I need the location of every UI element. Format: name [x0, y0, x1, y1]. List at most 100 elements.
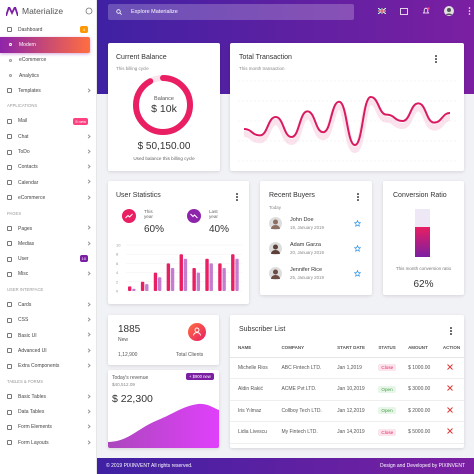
sidebar-item-misc[interactable]: Misc	[0, 267, 96, 282]
sidebar-item-contacts[interactable]: Contacts	[0, 160, 96, 175]
balance-ring-progress	[133, 75, 193, 135]
card-menu-icon[interactable]	[236, 193, 238, 201]
footer-copyright: © 2019 PIXINVENT All rights reserved.	[106, 463, 193, 469]
sidebar-item-form-layouts[interactable]: Form Layouts	[0, 435, 96, 450]
status-cell: Open	[370, 378, 401, 401]
brand-name: Materialize	[22, 6, 64, 16]
sidebar-item-advanced-ui[interactable]: Advanced UI	[0, 343, 96, 358]
sidebar-item-dashboard[interactable]: Dashboard 4	[0, 22, 96, 37]
buyer-row[interactable]: John Doe 19, January 2019	[269, 215, 365, 235]
sidebar-item-mail[interactable]: Mail 5 new	[0, 114, 96, 129]
clients-count: 1885	[118, 324, 141, 335]
sidebar-item-label: Advanced UI	[18, 347, 47, 354]
sidebar-section-label: User Interface	[7, 287, 44, 293]
this-year-label: This year	[144, 209, 153, 219]
subscriber-table: NAME COMPANY START DATE STATUS AMOUNT ACTION …	[230, 339, 464, 444]
sidebar-item-cards[interactable]: Cards	[0, 297, 96, 312]
sidebar-item-label: Contacts	[18, 164, 38, 171]
card-menu-icon[interactable]	[450, 327, 452, 335]
balance-amount: $ 50,150.00	[137, 141, 191, 152]
buyer-date: 19, January 2019	[290, 225, 324, 230]
sidebar-item-ecommerce[interactable]: eCommerce	[0, 190, 96, 205]
sidebar-item-css[interactable]: CSS	[0, 313, 96, 328]
card-title: Recent Buyers	[269, 192, 315, 199]
sidebar: Materialize Dashboard 4 Modern eCommerce Ana…	[0, 0, 97, 474]
sidebar-item-analytics[interactable]: Analytics	[0, 68, 96, 83]
trending-up-icon	[122, 209, 136, 223]
sidebar-item-label: Form Layouts	[18, 439, 49, 446]
sidebar-item-label: Misc	[18, 271, 29, 278]
y-tick-label: 4	[116, 270, 119, 275]
sidebar-item-todo[interactable]: ToDo	[0, 144, 96, 159]
buyer-row[interactable]: Jennifer Rice 25, January 2019	[269, 265, 365, 285]
materialize-logo-icon	[6, 6, 18, 16]
chevron-right-icon	[86, 133, 91, 139]
revenue-card: + $900 new Today's revenue $40,512.09 $ …	[108, 370, 219, 448]
close-icon[interactable]	[447, 363, 453, 370]
chevron-right-icon	[86, 394, 91, 399]
close-icon[interactable]	[447, 385, 453, 392]
close-icon[interactable]	[447, 428, 453, 435]
bullet-icon	[9, 58, 12, 62]
sidebar-item-extra-components[interactable]: Extra Components	[0, 359, 96, 374]
bar	[231, 254, 235, 291]
bar	[222, 268, 226, 291]
status-cell: Close	[370, 421, 401, 444]
star-icon[interactable]	[354, 245, 361, 252]
sidebar-item-label: Basic UI	[18, 332, 37, 339]
buyer-date: 20, January 2019	[290, 250, 324, 255]
chevron-right-icon	[86, 271, 91, 276]
sidebar-item-form-elements[interactable]: Form Elements	[0, 420, 96, 435]
buyer-name: Adam Garza	[290, 242, 321, 248]
table-icon	[7, 394, 12, 400]
more-vertical-icon[interactable]	[468, 7, 471, 15]
form-layout-icon	[7, 440, 12, 446]
sidebar-item-label: Extra Components	[18, 363, 60, 370]
avatar[interactable]	[444, 6, 454, 16]
sidebar-item-medias[interactable]: Medias	[0, 236, 96, 251]
sidebar-item-data-tables[interactable]: Data Tables	[0, 404, 96, 419]
today-label: Today	[269, 205, 282, 210]
buyer-date: 25, January 2019	[290, 275, 324, 280]
user-icon	[7, 256, 12, 262]
subscriber-name: Michelle Rios	[230, 357, 274, 379]
search-input[interactable]: Explore Materialize	[131, 9, 178, 15]
table-row: Iris Yılmaz Collboy Tech LTD. Jan 12,2019 O…	[230, 400, 464, 422]
sidebar-item-user[interactable]: User 10	[0, 251, 96, 266]
bar	[128, 286, 132, 291]
mail-icon	[7, 118, 12, 124]
search-bar[interactable]: Explore Materialize	[108, 4, 354, 20]
fullscreen-icon[interactable]	[400, 7, 408, 15]
flag-icon[interactable]	[378, 8, 386, 14]
bar	[205, 258, 209, 291]
notification-bell-icon[interactable]	[422, 7, 430, 15]
sidebar-item-pages[interactable]: Pages	[0, 221, 96, 236]
column-header: COMPANY	[273, 339, 330, 358]
sidebar-item-label: Pages	[18, 225, 33, 232]
buyer-row[interactable]: Adam Garza 20, January 2019	[269, 240, 365, 260]
star-icon[interactable]	[354, 270, 361, 277]
column-header: STATUS	[370, 339, 401, 358]
close-icon[interactable]	[447, 406, 453, 413]
sidebar-item-basic-ui[interactable]: Basic UI	[0, 328, 96, 343]
sidebar-item-chat[interactable]: Chat	[0, 129, 96, 144]
cards-icon	[7, 302, 12, 308]
chevron-right-icon	[86, 241, 91, 246]
sidebar-item-modern[interactable]: Modern	[0, 37, 90, 53]
bullet-icon	[9, 74, 12, 78]
chevron-right-icon	[86, 88, 91, 93]
card-menu-icon[interactable]	[357, 193, 359, 201]
star-icon[interactable]	[354, 220, 361, 227]
sidebar-item-calendar[interactable]: Calendar	[0, 175, 96, 190]
column-header: START DATE	[329, 339, 371, 358]
last-year-label: Last year	[209, 209, 218, 219]
sidebar-item-templates[interactable]: Templates	[0, 83, 96, 98]
sidebar-item-basic-tables[interactable]: Basic Tables	[0, 389, 96, 404]
header-actions	[378, 6, 471, 16]
conversion-bar	[415, 209, 430, 257]
card-menu-icon[interactable]	[435, 55, 437, 63]
menu-toggle-icon[interactable]	[85, 7, 93, 15]
brand[interactable]: Materialize	[0, 0, 96, 22]
sidebar-item-ecommerce[interactable]: eCommerce	[0, 53, 96, 68]
sidebar-item-label: Basic Tables	[18, 393, 46, 400]
